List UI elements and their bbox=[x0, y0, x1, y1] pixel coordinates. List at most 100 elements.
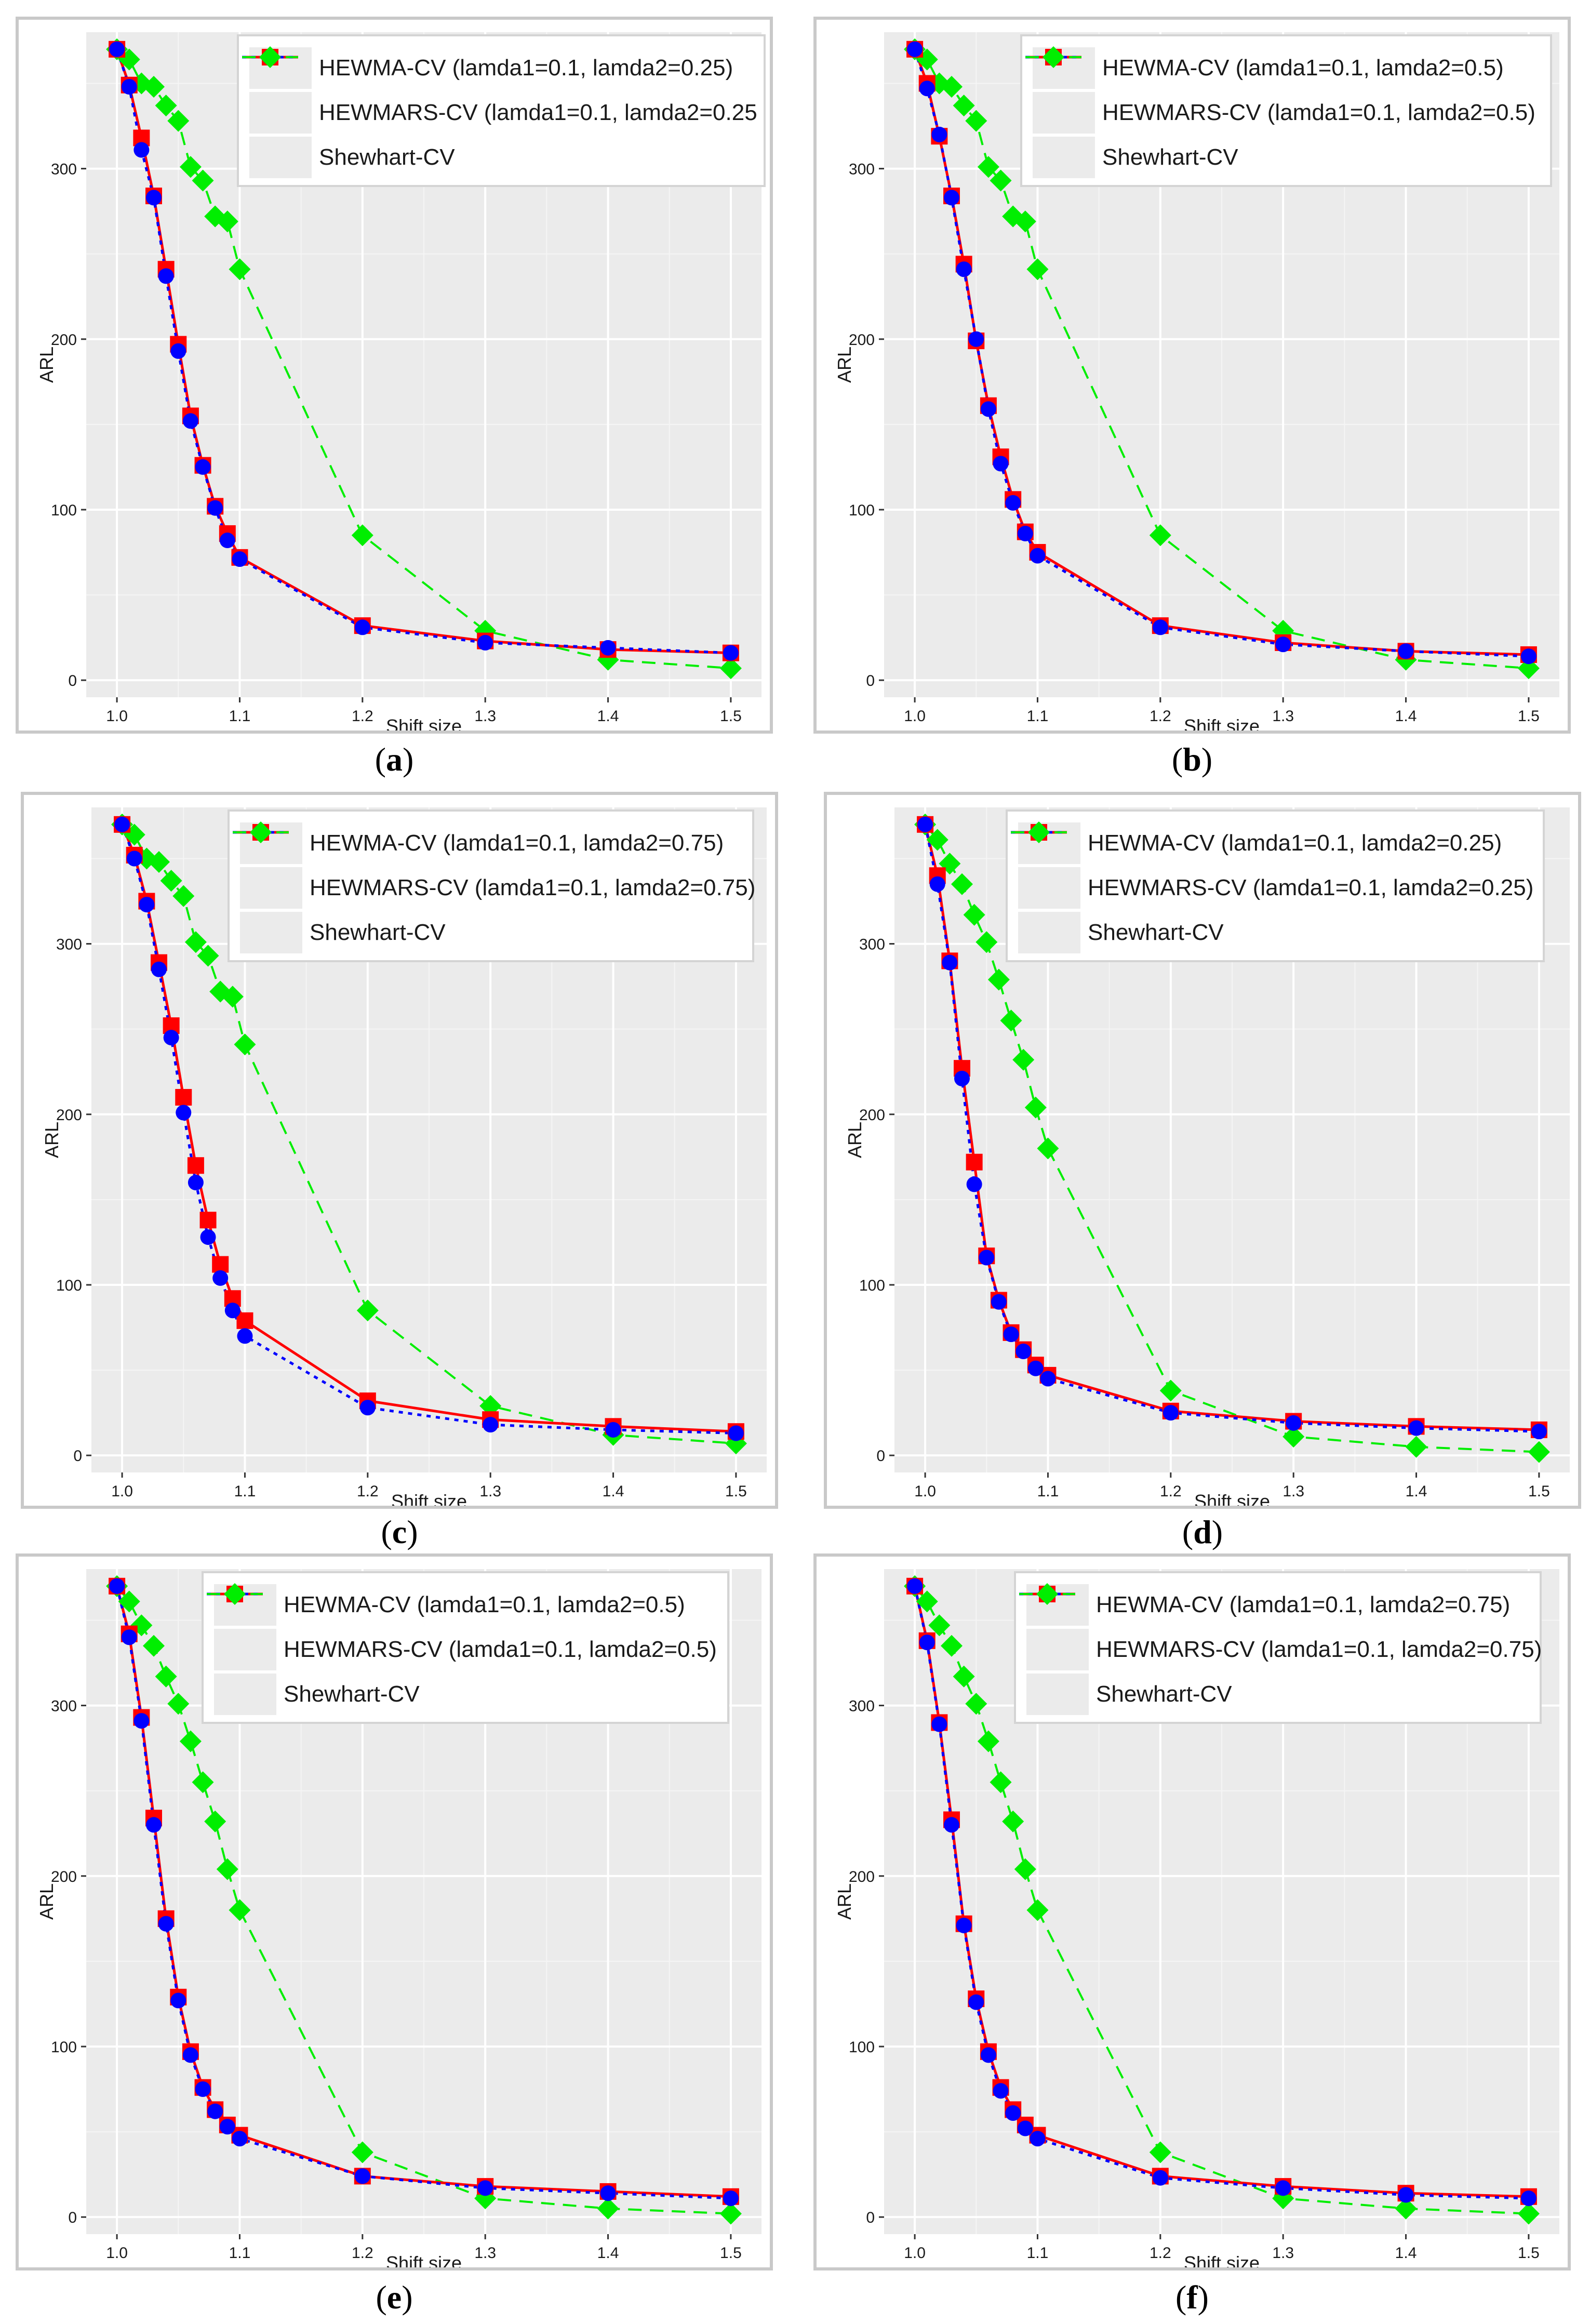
shewhart-marker bbox=[1026, 1899, 1049, 1921]
panel-caption-letter: b bbox=[1183, 741, 1201, 778]
legend-key-glyph bbox=[207, 1583, 263, 1605]
panel-caption: (d) bbox=[1182, 1513, 1223, 1550]
hewmars-marker bbox=[170, 343, 186, 359]
shewhart-marker bbox=[143, 76, 165, 98]
y-axis-title: ARL bbox=[844, 1122, 865, 1158]
hewmars-marker bbox=[163, 1030, 179, 1046]
x-tick-label: 1.5 bbox=[725, 1483, 747, 1500]
legend-label: HEWMA-CV (lamda1=0.1, lamda2=0.25) bbox=[319, 55, 733, 81]
hewmars-marker bbox=[133, 142, 150, 158]
shewhart-marker bbox=[1037, 1137, 1059, 1160]
legend-key bbox=[1019, 1586, 1089, 1670]
legend-label: Shewhart-CV bbox=[319, 144, 455, 170]
y-tick-label: 100 bbox=[51, 2039, 77, 2056]
shewhart-marker bbox=[160, 870, 182, 892]
hewmars-marker bbox=[917, 816, 933, 832]
hewmars-marker bbox=[944, 190, 959, 206]
shewhart-marker bbox=[234, 1033, 256, 1056]
legend-label: HEWMARS-CV (lamda1=0.1, lamda2=0.5) bbox=[284, 1637, 717, 1662]
x-tick-label: 1.4 bbox=[1395, 2245, 1417, 2262]
hewmars-marker bbox=[146, 1817, 162, 1833]
x-tick-label: 1.4 bbox=[1406, 1483, 1427, 1500]
panel-caption-letter: a bbox=[386, 741, 403, 778]
hewmars-marker bbox=[477, 2180, 493, 2196]
legend-item: HEWMA-CV (lamda1=0.1, lamda2=0.25) bbox=[1011, 821, 1532, 866]
legend: HEWMA-CV (lamda1=0.1, lamda2=0.75) HEWMAR… bbox=[228, 809, 755, 962]
legend-key bbox=[233, 822, 302, 864]
y-tick-label: 100 bbox=[56, 1277, 82, 1294]
x-axis-title: Shift size bbox=[1184, 2252, 1260, 2267]
panel-caption: (e) bbox=[376, 2279, 413, 2316]
shewhart-marker bbox=[1014, 210, 1036, 233]
shewhart-marker bbox=[1528, 1441, 1550, 1463]
legend: HEWMA-CV (lamda1=0.1, lamda2=0.5) HEWMARS… bbox=[1020, 34, 1552, 187]
hewmars-marker bbox=[1275, 636, 1291, 653]
hewma-marker bbox=[236, 1312, 253, 1329]
chart-panel-a: 1.0 1.1 1.2 1.3 1.4 1.5 0 100 200 300 Shift size AR… bbox=[16, 17, 773, 734]
hewmars-marker bbox=[1398, 643, 1414, 659]
shewhart-marker bbox=[184, 931, 207, 953]
hewmars-marker bbox=[483, 1417, 499, 1433]
hewmars-marker bbox=[929, 876, 945, 892]
hewmars-marker bbox=[114, 816, 130, 832]
x-tick-label: 1.2 bbox=[352, 708, 373, 725]
legend-item: HEWMARS-CV (lamda1=0.1, lamda2=0.25 bbox=[242, 49, 757, 135]
hewmars-marker bbox=[1027, 1360, 1044, 1376]
shewhart-marker bbox=[216, 1858, 238, 1880]
legend-key bbox=[1011, 825, 1080, 909]
y-axis-title: ARL bbox=[41, 1122, 62, 1158]
shewhart-marker bbox=[926, 829, 948, 851]
legend: HEWMA-CV (lamda1=0.1, lamda2=0.75) HEWMAR… bbox=[1014, 1571, 1542, 1724]
hewmars-marker bbox=[195, 2081, 211, 2097]
legend-item: HEWMA-CV (lamda1=0.1, lamda2=0.75) bbox=[1019, 1583, 1529, 1627]
x-tick-label: 1.3 bbox=[474, 2245, 496, 2262]
hewmars-marker bbox=[182, 413, 198, 429]
x-tick-label: 1.5 bbox=[1528, 1483, 1550, 1500]
shewhart-marker bbox=[172, 885, 195, 907]
legend-label: HEWMARS-CV (lamda1=0.1, lamda2=0.75) bbox=[1096, 1637, 1542, 1662]
legend-shewhart-marker bbox=[224, 1583, 246, 1605]
legend: HEWMA-CV (lamda1=0.1, lamda2=0.25) HEWMAR… bbox=[1006, 809, 1545, 962]
panel-caption-letter: d bbox=[1193, 1513, 1212, 1550]
x-tick-label: 1.2 bbox=[1150, 708, 1171, 725]
hewmars-marker bbox=[126, 851, 142, 867]
shewhart-marker bbox=[167, 110, 190, 132]
x-tick-label: 1.0 bbox=[914, 1483, 936, 1500]
hewmars-marker bbox=[109, 41, 125, 57]
series-markers bbox=[109, 1578, 739, 2207]
hewmars-marker bbox=[956, 261, 972, 277]
x-axis-title: Shift size bbox=[1184, 715, 1260, 731]
shewhart-marker bbox=[351, 524, 373, 547]
legend-label: Shewhart-CV bbox=[284, 1681, 420, 1707]
x-tick-label: 1.1 bbox=[1027, 708, 1049, 725]
y-tick-label: 100 bbox=[849, 502, 875, 519]
x-tick-label: 1.1 bbox=[234, 1483, 256, 1500]
shewhart-marker bbox=[216, 210, 238, 233]
shewhart-marker bbox=[1024, 1096, 1047, 1119]
series-markers bbox=[917, 816, 1547, 1440]
hewmars-marker bbox=[182, 2047, 198, 2063]
legend-label: HEWMARS-CV (lamda1=0.1, lamda2=0.25) bbox=[1088, 875, 1534, 900]
legend-shewhart-marker bbox=[259, 46, 281, 68]
hewmars-marker bbox=[139, 897, 155, 913]
hewmars-marker bbox=[1016, 1343, 1032, 1359]
shewhart-marker bbox=[1395, 2197, 1417, 2220]
shewhart-marker bbox=[1000, 1010, 1022, 1032]
legend-key bbox=[233, 825, 302, 909]
legend-key bbox=[1019, 1583, 1089, 1715]
x-tick-label: 1.3 bbox=[479, 1483, 501, 1500]
x-tick-label: 1.3 bbox=[474, 708, 496, 725]
hewmars-marker bbox=[1017, 525, 1033, 541]
hewmars-marker bbox=[219, 533, 235, 549]
shewhart-marker bbox=[356, 1299, 379, 1322]
y-axis-title: ARL bbox=[36, 347, 57, 383]
panel-caption: (c) bbox=[381, 1513, 418, 1550]
legend-label: HEWMA-CV (lamda1=0.1, lamda2=0.5) bbox=[284, 1592, 685, 1617]
hewmars-marker bbox=[212, 1270, 229, 1286]
shewhart-marker bbox=[941, 1635, 963, 1657]
x-tick-label: 1.5 bbox=[1518, 2245, 1540, 2262]
shewhart-marker bbox=[719, 2202, 742, 2225]
legend-shewhart-marker bbox=[1036, 1583, 1058, 1605]
y-tick-label: 300 bbox=[51, 161, 77, 178]
hewmars-marker bbox=[1275, 2180, 1291, 2196]
